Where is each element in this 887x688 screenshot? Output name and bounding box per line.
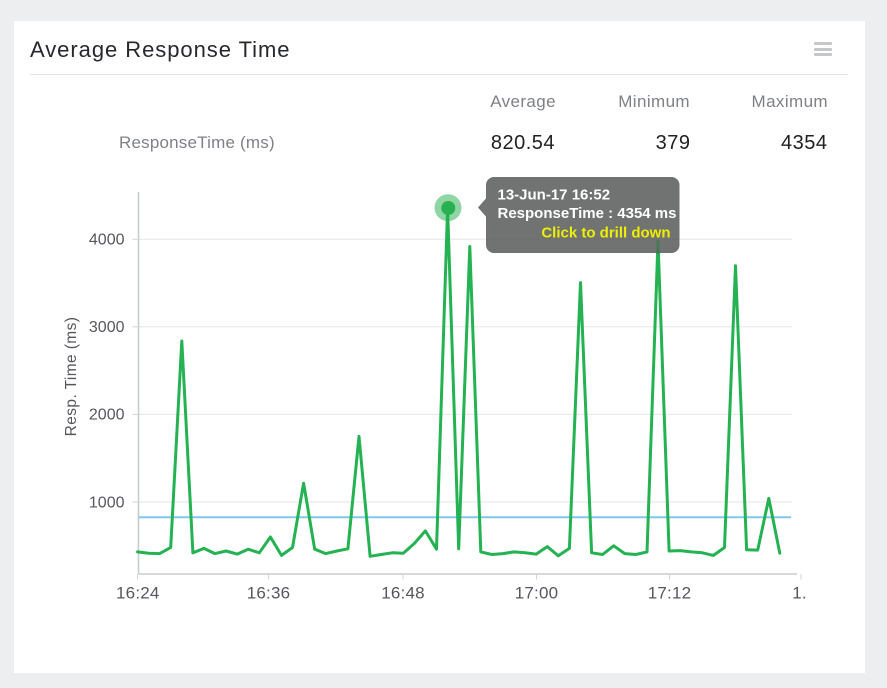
- svg-text:Click to drill down: Click to drill down: [541, 225, 670, 242]
- svg-text:16:36: 16:36: [247, 583, 291, 602]
- svg-text:17:12: 17:12: [648, 583, 692, 602]
- svg-text:16:48: 16:48: [381, 583, 425, 602]
- svg-text:1.: 1.: [792, 583, 807, 602]
- svg-text:1000: 1000: [89, 494, 125, 511]
- svg-text:Resp. Time (ms): Resp. Time (ms): [63, 317, 80, 437]
- svg-text:16:24: 16:24: [116, 583, 160, 602]
- svg-text:ResponseTime : 4354 ms: ResponseTime : 4354 ms: [498, 205, 677, 222]
- svg-text:17:00: 17:00: [515, 583, 559, 602]
- svg-text:2000: 2000: [89, 407, 125, 424]
- svg-text:13-Jun-17 16:52: 13-Jun-17 16:52: [498, 187, 611, 204]
- svg-text:4000: 4000: [89, 232, 125, 249]
- svg-text:3000: 3000: [89, 319, 125, 336]
